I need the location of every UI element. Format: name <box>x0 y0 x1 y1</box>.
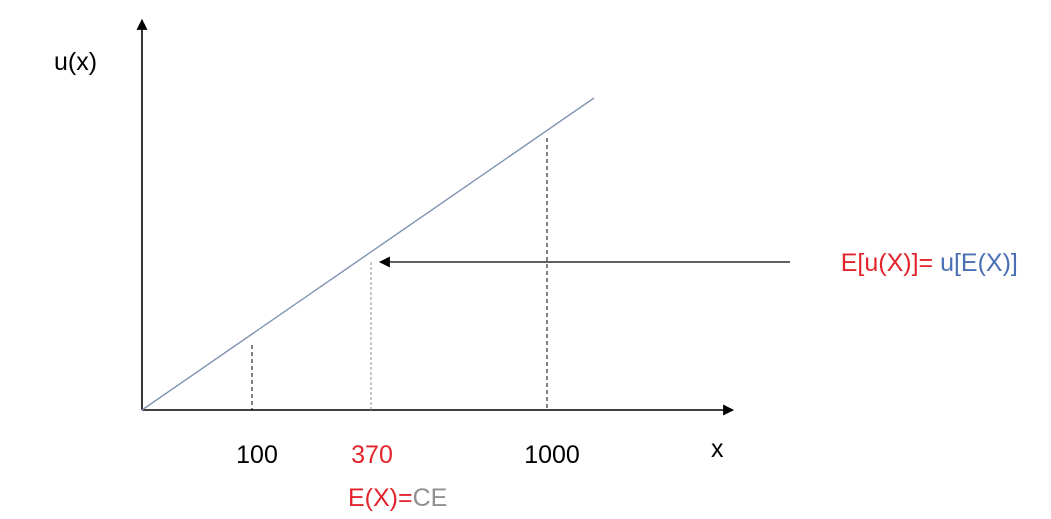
utility-line <box>141 97 595 411</box>
annotation-expected-utility: E[u(X)]= <box>841 249 933 277</box>
x-axis-label: x <box>711 435 724 463</box>
annotation-label: E[u(X)]= u[E(X)] <box>806 249 1039 277</box>
y-axis-label: u(x) <box>54 48 97 76</box>
annotation-utility-of-expectation: u[E(X)] <box>933 249 1018 277</box>
tick-label-mid: 370 <box>351 441 393 469</box>
mid-caption-certainty-equivalent: CE <box>413 484 448 512</box>
tick-label-low: 100 <box>236 441 278 469</box>
mid-caption-expected-value: E(X)= <box>348 484 413 512</box>
tick-label-high: 1000 <box>524 441 580 469</box>
mid-caption: E(X)=CE <box>348 484 447 512</box>
